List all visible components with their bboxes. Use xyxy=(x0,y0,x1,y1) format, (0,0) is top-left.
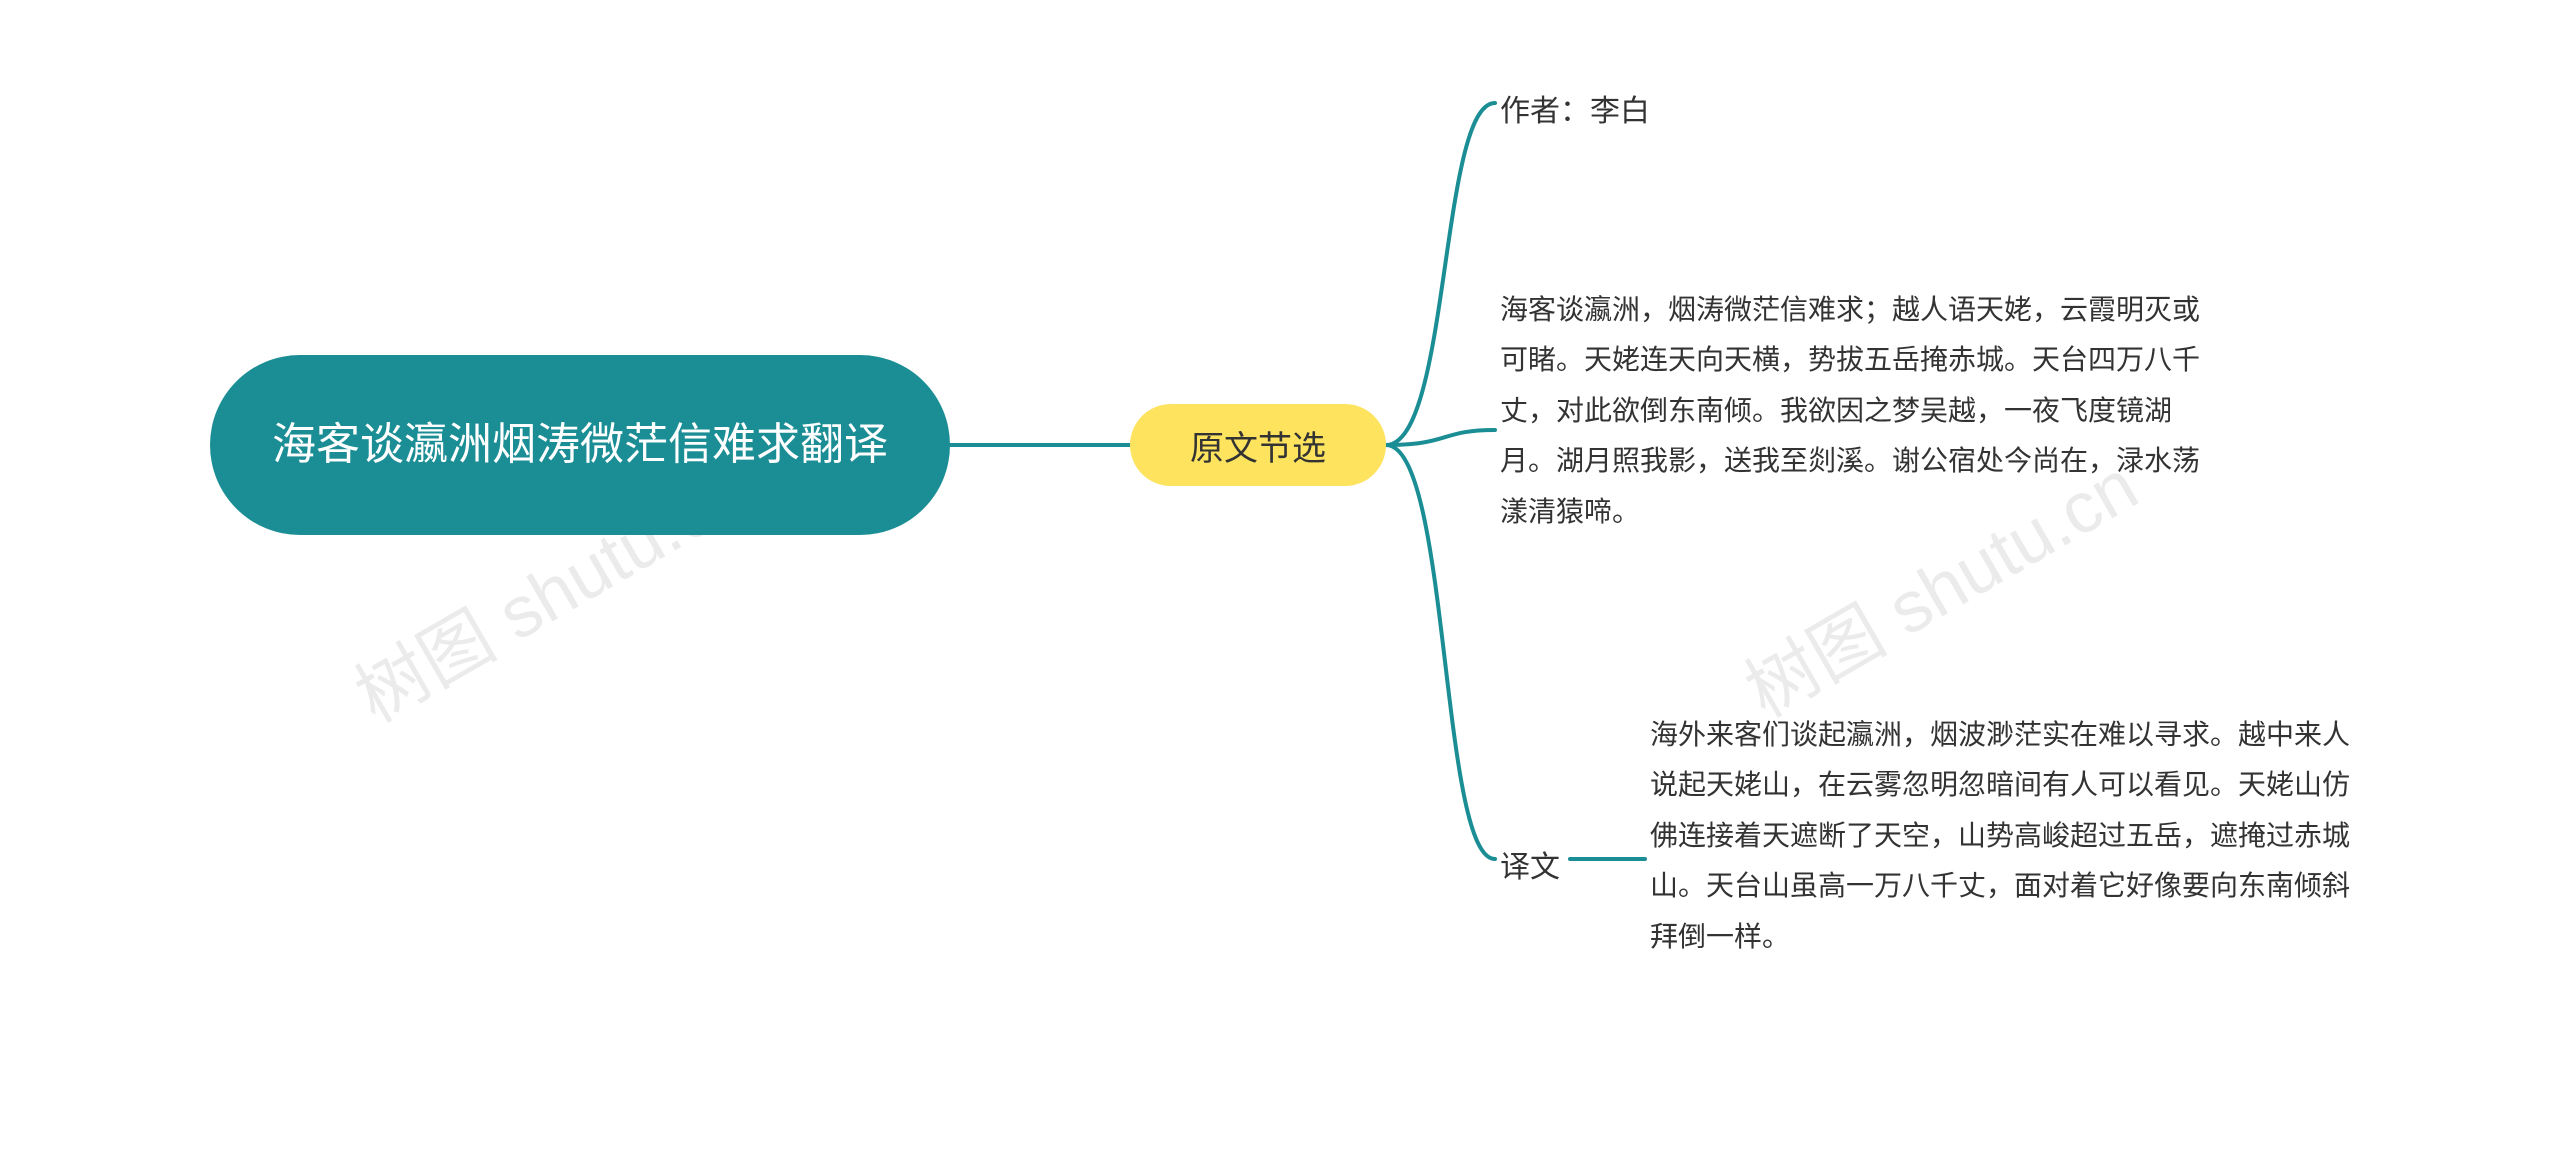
leaf-label-text: 译文 xyxy=(1500,851,1560,884)
leaf-translation-label: 译文 xyxy=(1500,842,1560,886)
leaf-translation-text: 海外来客们谈起瀛洲，烟波渺茫实在难以寻求。越中来人说起天姥山，在云雾忽明忽暗间有… xyxy=(1650,710,2370,962)
root-node: 海客谈瀛洲烟涛微茫信难求翻译 xyxy=(210,355,950,535)
leaf-label-text: 作者：李白 xyxy=(1500,95,1650,128)
leaf-original-text: 海客谈瀛洲，烟涛微茫信难求；越人语天姥，云霞明灭或可睹。天姥连天向天横，势拔五岳… xyxy=(1500,285,2210,537)
leaf-body-text: 海客谈瀛洲，烟涛微茫信难求；越人语天姥，云霞明灭或可睹。天姥连天向天横，势拔五岳… xyxy=(1500,294,2200,527)
mindmap-canvas: 树图 shutu.cn 树图 shutu.cn 海客谈瀛洲烟涛微茫信难求翻译 原… xyxy=(0,0,2560,1149)
leaf-body-text: 海外来客们谈起瀛洲，烟波渺茫实在难以寻求。越中来人说起天姥山，在云雾忽明忽暗间有… xyxy=(1650,719,2350,952)
connector-lines xyxy=(0,0,2560,1149)
branch-node-text: 原文节选 xyxy=(1190,421,1326,470)
root-node-text: 海客谈瀛洲烟涛微茫信难求翻译 xyxy=(272,410,888,480)
branch-node: 原文节选 xyxy=(1130,404,1386,486)
leaf-author: 作者：李白 xyxy=(1500,86,1650,130)
